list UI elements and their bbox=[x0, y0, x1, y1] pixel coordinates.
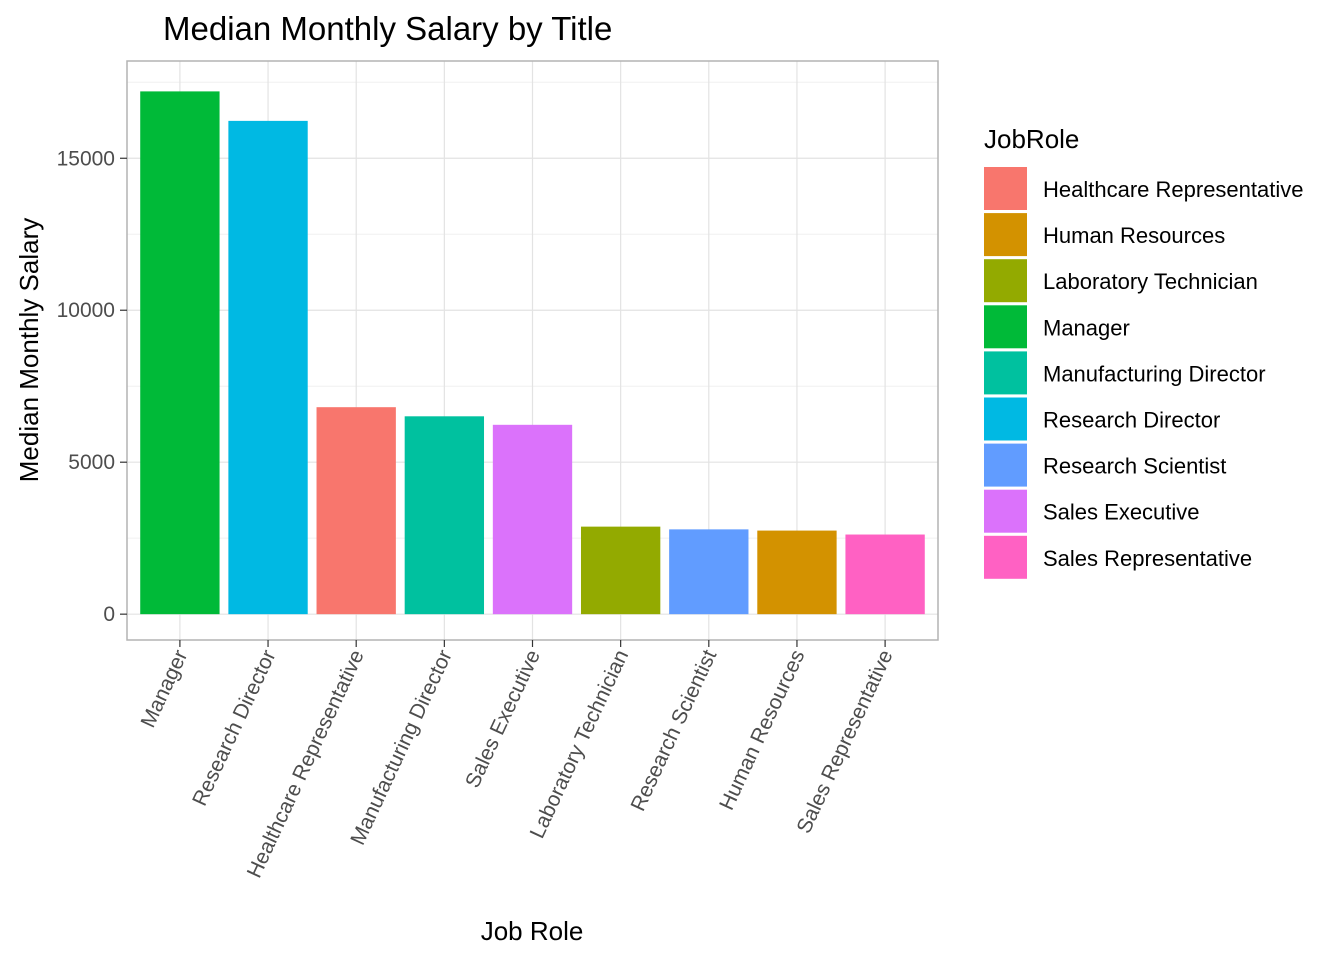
legend: JobRole Healthcare Representative Human R… bbox=[984, 124, 1303, 579]
x-tick-label: Laboratory Technician bbox=[526, 646, 634, 842]
legend-swatch bbox=[984, 397, 1027, 441]
x-tick-label: Research Scientist bbox=[626, 646, 721, 815]
legend-label: Laboratory Technician bbox=[1043, 269, 1258, 294]
x-tick-label: Manufacturing Director bbox=[346, 646, 457, 848]
bar bbox=[140, 91, 220, 615]
x-tick-label: Research Director bbox=[188, 646, 280, 809]
legend-label: Sales Executive bbox=[1043, 500, 1200, 525]
bar bbox=[757, 530, 837, 615]
legend-label: Manufacturing Director bbox=[1043, 361, 1266, 386]
legend-swatch bbox=[984, 443, 1027, 487]
legend-swatch bbox=[984, 489, 1027, 533]
bar bbox=[580, 526, 661, 615]
legend-swatch bbox=[984, 535, 1027, 579]
legend-label: Manager bbox=[1043, 315, 1130, 340]
legend-label: Human Resources bbox=[1043, 223, 1225, 248]
x-tick-label: Manager bbox=[137, 646, 193, 731]
y-tick-label: 15000 bbox=[57, 147, 115, 170]
x-tick-label: Human Resources bbox=[715, 646, 809, 813]
legend-label: Research Scientist bbox=[1043, 454, 1226, 479]
legend-title: JobRole bbox=[984, 124, 1079, 154]
legend-label: Research Director bbox=[1043, 408, 1220, 433]
legend-swatch bbox=[984, 351, 1027, 395]
legend-label: Healthcare Representative bbox=[1043, 177, 1303, 202]
bar bbox=[669, 529, 749, 615]
bar bbox=[316, 407, 396, 615]
y-tick-label: 5000 bbox=[68, 451, 115, 474]
x-tick-label: Sales Executive bbox=[461, 646, 545, 791]
legend-swatch bbox=[984, 259, 1027, 303]
y-axis-title: Median Monthly Salary bbox=[14, 218, 44, 482]
legend-swatch bbox=[984, 167, 1027, 210]
y-tick-label: 10000 bbox=[57, 299, 115, 322]
x-axis-title: Job Role bbox=[481, 916, 584, 946]
chart-title: Median Monthly Salary by Title bbox=[163, 10, 612, 47]
bar bbox=[492, 424, 573, 615]
legend-label: Sales Representative bbox=[1043, 546, 1252, 571]
bar bbox=[228, 120, 308, 615]
legend-swatch bbox=[984, 305, 1027, 349]
bar bbox=[845, 534, 925, 615]
bar bbox=[404, 416, 485, 615]
y-tick-label: 0 bbox=[103, 603, 115, 626]
y-axis: 0 5000 10000 15000 bbox=[57, 147, 127, 626]
x-tick-label: Sales Representative bbox=[792, 646, 897, 837]
legend-swatch bbox=[984, 213, 1027, 257]
bars bbox=[140, 91, 925, 615]
